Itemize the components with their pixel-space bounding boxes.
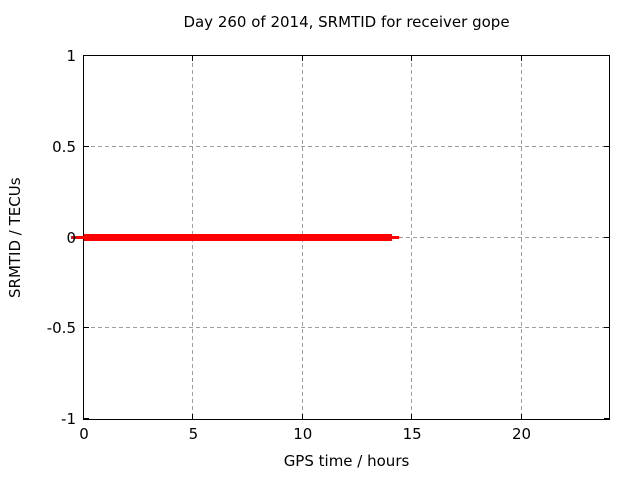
plot-area xyxy=(71,54,610,420)
x-tick-bottom-0 xyxy=(83,413,84,419)
x-tick-label-0: 0 xyxy=(79,425,89,443)
y-tick-label-1: 1 xyxy=(66,47,76,65)
y-tick-left-1 xyxy=(83,55,89,56)
x-tick-bottom-20 xyxy=(520,413,522,419)
y-tick-label--0.5: -0.5 xyxy=(46,319,76,338)
x-tick-top-10 xyxy=(301,55,303,61)
x-tick-bottom-10 xyxy=(301,413,303,419)
x-tick-top-0 xyxy=(83,55,84,61)
y-tick-right-0.5 xyxy=(603,145,609,147)
x-tick-label-15: 15 xyxy=(402,425,422,443)
gridline-y--0.5 xyxy=(83,327,609,329)
y-tick-right--0.5 xyxy=(603,327,609,329)
y-tick-left--1 xyxy=(83,418,89,419)
x-tick-top-20 xyxy=(520,55,522,61)
y-tick-label-0.5: 0.5 xyxy=(52,137,76,156)
x-tick-label-5: 5 xyxy=(188,425,199,443)
y-tick-label--1: -1 xyxy=(61,410,76,428)
x-tick-top-5 xyxy=(192,55,194,61)
x-tick-label-20: 20 xyxy=(511,425,532,443)
gridline-y-0.5 xyxy=(83,145,609,147)
y-tick-right-1 xyxy=(603,55,609,56)
x-tick-bottom-15 xyxy=(411,413,413,419)
series-line-SRMTID-start-cap xyxy=(71,235,86,239)
chart-title: Day 260 of 2014, SRMTID for receiver gop… xyxy=(183,13,510,31)
x-tick-bottom-5 xyxy=(192,413,194,419)
y-tick-right--1 xyxy=(603,418,609,419)
series-line-SRMTID xyxy=(83,233,392,241)
y-tick-left-0.5 xyxy=(83,145,89,147)
series-line-SRMTID-end-cap xyxy=(391,235,399,239)
x-axis-label: GPS time / hours xyxy=(283,452,410,470)
y-tick-label-0: 0 xyxy=(66,228,76,247)
x-tick-label-10: 10 xyxy=(293,425,313,443)
y-tick-right-0 xyxy=(603,236,609,238)
y-tick-left--0.5 xyxy=(83,327,89,329)
x-tick-top-15 xyxy=(411,55,413,61)
